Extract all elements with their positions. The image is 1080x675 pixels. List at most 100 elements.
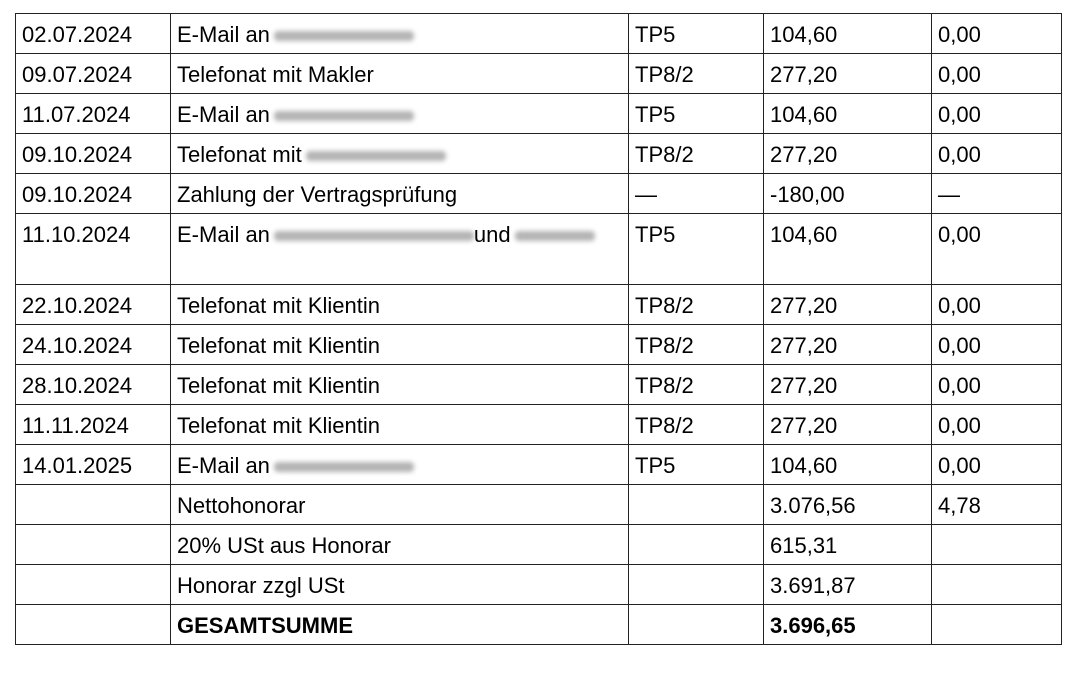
date-cell: 11.10.2024: [15, 213, 171, 285]
tariff-cell: TP8/2: [628, 364, 764, 405]
tariff-cell: —: [628, 173, 764, 214]
extra-cell: 0,00: [931, 213, 1062, 285]
redacted-text: [273, 111, 414, 122]
empty-cell: [15, 524, 171, 565]
extra-cell: 0,00: [931, 324, 1062, 365]
summary-extra: [931, 564, 1062, 605]
summary-amount: 3.691,87: [763, 564, 932, 605]
extra-cell: 0,00: [931, 364, 1062, 405]
description-text: Telefonat mit Klientin: [177, 413, 380, 438]
redacted-text: [273, 231, 474, 242]
date-cell: 22.10.2024: [15, 284, 171, 325]
table-row: 11.11.2024 Telefonat mit Klientin TP8/2 277…: [15, 404, 1062, 445]
table-row: 02.07.2024 E-Mail an TP5 104,60 0,00: [15, 13, 1062, 54]
amount-cell: 277,20: [763, 404, 932, 445]
date-cell: 28.10.2024: [15, 364, 171, 405]
empty-cell: [628, 604, 764, 645]
tariff-cell: TP8/2: [628, 133, 764, 174]
table-row: 09.07.2024 Telefonat mit Makler TP8/2 277,2…: [15, 53, 1062, 94]
date-cell: 09.07.2024: [15, 53, 171, 94]
summary-label: Honorar zzgl USt: [170, 564, 629, 605]
description-cell: Telefonat mit Klientin: [170, 284, 629, 325]
redacted-text: [273, 462, 414, 473]
table-row: 24.10.2024 Telefonat mit Klientin TP8/2 277…: [15, 324, 1062, 365]
summary-label: Nettohonorar: [170, 484, 629, 525]
extra-cell: 0,00: [931, 133, 1062, 174]
description-cell: Telefonat mit: [170, 133, 629, 174]
description-text: E-Mail an: [177, 453, 270, 478]
description-text: Telefonat mit Klientin: [177, 373, 380, 398]
tariff-cell: TP5: [628, 444, 764, 485]
description-text: Telefonat mit Makler: [177, 62, 374, 87]
description-text-2: und: [473, 222, 511, 247]
amount-cell: 277,20: [763, 364, 932, 405]
description-text: E-Mail an: [177, 222, 270, 247]
date-cell: 09.10.2024: [15, 133, 171, 174]
description-text: Telefonat mit Klientin: [177, 333, 380, 358]
tariff-cell: TP8/2: [628, 53, 764, 94]
amount-cell: 104,60: [763, 213, 932, 285]
extra-cell: 0,00: [931, 444, 1062, 485]
amount-cell: 277,20: [763, 324, 932, 365]
description-cell: E-Mail an: [170, 444, 629, 485]
description-cell: Zahlung der Vertragsprüfung: [170, 173, 629, 214]
description-cell: Telefonat mit Klientin: [170, 324, 629, 365]
tariff-cell: TP5: [628, 93, 764, 134]
redacted-text: [305, 151, 446, 162]
date-cell: 14.01.2025: [15, 444, 171, 485]
summary-amount: 3.696,65: [763, 604, 932, 645]
amount-cell: 104,60: [763, 444, 932, 485]
amount-cell: 277,20: [763, 53, 932, 94]
empty-cell: [628, 564, 764, 605]
extra-cell: 0,00: [931, 93, 1062, 134]
amount-cell: 104,60: [763, 13, 932, 54]
amount-cell: 277,20: [763, 133, 932, 174]
summary-label: 20% USt aus Honorar: [170, 524, 629, 565]
description-text: E-Mail an: [177, 102, 270, 127]
table-row: 11.07.2024 E-Mail an TP5 104,60 0,00: [15, 93, 1062, 134]
redacted-text: [514, 231, 595, 242]
summary-row: Nettohonorar 3.076,56 4,78: [15, 484, 1062, 525]
extra-cell: —: [931, 173, 1062, 214]
description-text: E-Mail an: [177, 22, 270, 47]
summary-extra: 4,78: [931, 484, 1062, 525]
summary-extra: [931, 524, 1062, 565]
summary-extra: [931, 604, 1062, 645]
description-cell: E-Mail an und: [170, 213, 629, 285]
tariff-cell: TP8/2: [628, 404, 764, 445]
amount-cell: -180,00: [763, 173, 932, 214]
table-row: 28.10.2024 Telefonat mit Klientin TP8/2 277…: [15, 364, 1062, 405]
description-text: Telefonat mit Klientin: [177, 293, 380, 318]
summary-row: Honorar zzgl USt 3.691,87: [15, 564, 1062, 605]
table-row: 09.10.2024 Zahlung der Vertragsprüfung — -1…: [15, 173, 1062, 214]
table-row: 09.10.2024 Telefonat mit TP8/2 277,20 0,00: [15, 133, 1062, 174]
description-cell: Telefonat mit Klientin: [170, 364, 629, 405]
date-cell: 02.07.2024: [15, 13, 171, 54]
table-row: 11.10.2024 E-Mail an und TP5 104,60 0,00: [15, 213, 1062, 285]
description-cell: Telefonat mit Makler: [170, 53, 629, 94]
empty-cell: [15, 564, 171, 605]
date-cell: 11.07.2024: [15, 93, 171, 134]
date-cell: 24.10.2024: [15, 324, 171, 365]
empty-cell: [15, 604, 171, 645]
empty-cell: [15, 484, 171, 525]
amount-cell: 277,20: [763, 284, 932, 325]
redacted-text: [273, 31, 414, 42]
description-text: Zahlung der Vertragsprüfung: [177, 182, 458, 207]
empty-cell: [628, 484, 764, 525]
table-row: 14.01.2025 E-Mail an TP5 104,60 0,00: [15, 444, 1062, 485]
table-row: 22.10.2024 Telefonat mit Klientin TP8/2 277…: [15, 284, 1062, 325]
amount-cell: 104,60: [763, 93, 932, 134]
description-cell: E-Mail an: [170, 13, 629, 54]
description-cell: E-Mail an: [170, 93, 629, 134]
tariff-cell: TP5: [628, 13, 764, 54]
empty-cell: [628, 524, 764, 565]
extra-cell: 0,00: [931, 404, 1062, 445]
summary-amount: 3.076,56: [763, 484, 932, 525]
extra-cell: 0,00: [931, 53, 1062, 94]
description-text: Telefonat mit: [177, 142, 302, 167]
tariff-cell: TP8/2: [628, 284, 764, 325]
extra-cell: 0,00: [931, 284, 1062, 325]
fee-table: 02.07.2024 E-Mail an TP5 104,60 0,00 09.07.20…: [15, 13, 1062, 645]
summary-label: GESAMTSUMME: [170, 604, 629, 645]
